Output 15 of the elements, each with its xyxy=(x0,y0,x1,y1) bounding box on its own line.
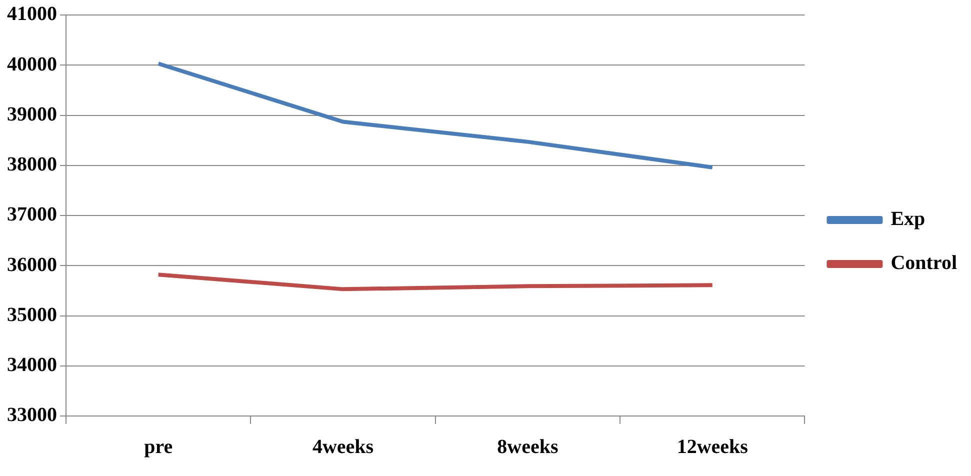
x-tick-label: 8weeks xyxy=(497,436,558,458)
legend-label: Exp xyxy=(890,208,926,230)
legend-label: Control xyxy=(890,252,958,274)
y-tick-label: 33000 xyxy=(7,404,57,426)
y-tick-label: 41000 xyxy=(7,3,57,26)
y-tick-label: 38000 xyxy=(7,154,57,176)
y-tick-label: 36000 xyxy=(7,254,57,276)
y-tick-label: 39000 xyxy=(7,103,57,126)
y-tick-label: 40000 xyxy=(7,53,57,76)
y-tick-label: 34000 xyxy=(7,354,57,376)
x-tick-label: 12weeks xyxy=(676,436,748,458)
x-tick-label: 4weeks xyxy=(312,436,374,458)
y-tick-label: 35000 xyxy=(7,304,57,326)
x-tick-label: pre xyxy=(144,436,173,458)
y-tick-label: 37000 xyxy=(7,204,57,226)
